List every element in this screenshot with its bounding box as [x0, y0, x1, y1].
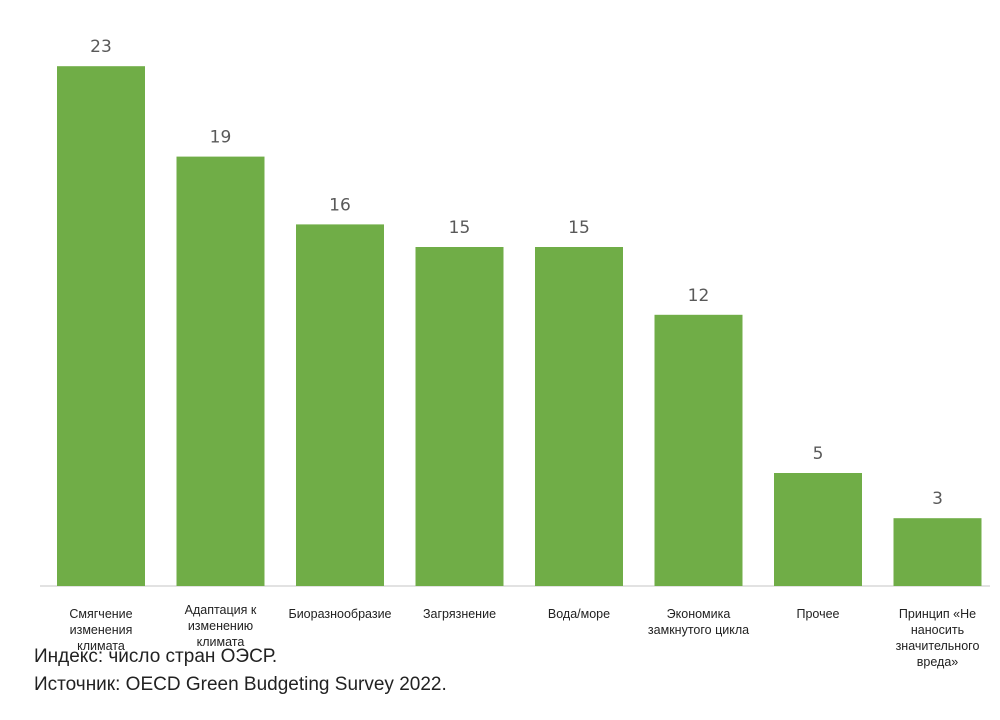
category-label-8: Принцип «Не наносить значительного вреда… [895, 607, 980, 669]
category-label-2: Адаптация к изменению климата [184, 603, 257, 649]
category-label-7: Прочее [796, 607, 840, 621]
value-label-6: 12 [688, 286, 710, 306]
bar-2 [176, 156, 265, 586]
value-label-2: 19 [210, 128, 232, 148]
category-label-3: Биоразнообразие [288, 607, 392, 621]
footnote-source: Источник: OECD Green Budgeting Survey 20… [34, 674, 447, 695]
value-label-7: 5 [813, 444, 824, 464]
footnote-index: Индекс: число стран ОЭСР. [34, 646, 278, 667]
bar-4 [415, 247, 504, 586]
category-label-4: Загрязнение [422, 607, 497, 621]
bar-7 [774, 473, 862, 586]
bar-1 [57, 66, 145, 586]
value-label-5: 15 [568, 218, 590, 238]
value-labels-group: 23 19 16 15 15 12 5 3 [90, 37, 943, 509]
category-label-5: Вода/море [547, 607, 611, 621]
bars-group [57, 66, 982, 586]
category-label-6: Экономика замкнутого цикла [647, 607, 750, 637]
bar-3 [296, 224, 384, 586]
category-label-1: Смягчение изменения климата [69, 607, 133, 653]
value-label-1: 23 [90, 37, 112, 57]
bar-8 [893, 518, 982, 586]
bar-5 [535, 247, 623, 586]
value-label-4: 15 [449, 218, 471, 238]
value-label-8: 3 [932, 489, 943, 509]
value-label-3: 16 [329, 195, 351, 215]
bar-6 [654, 314, 743, 586]
